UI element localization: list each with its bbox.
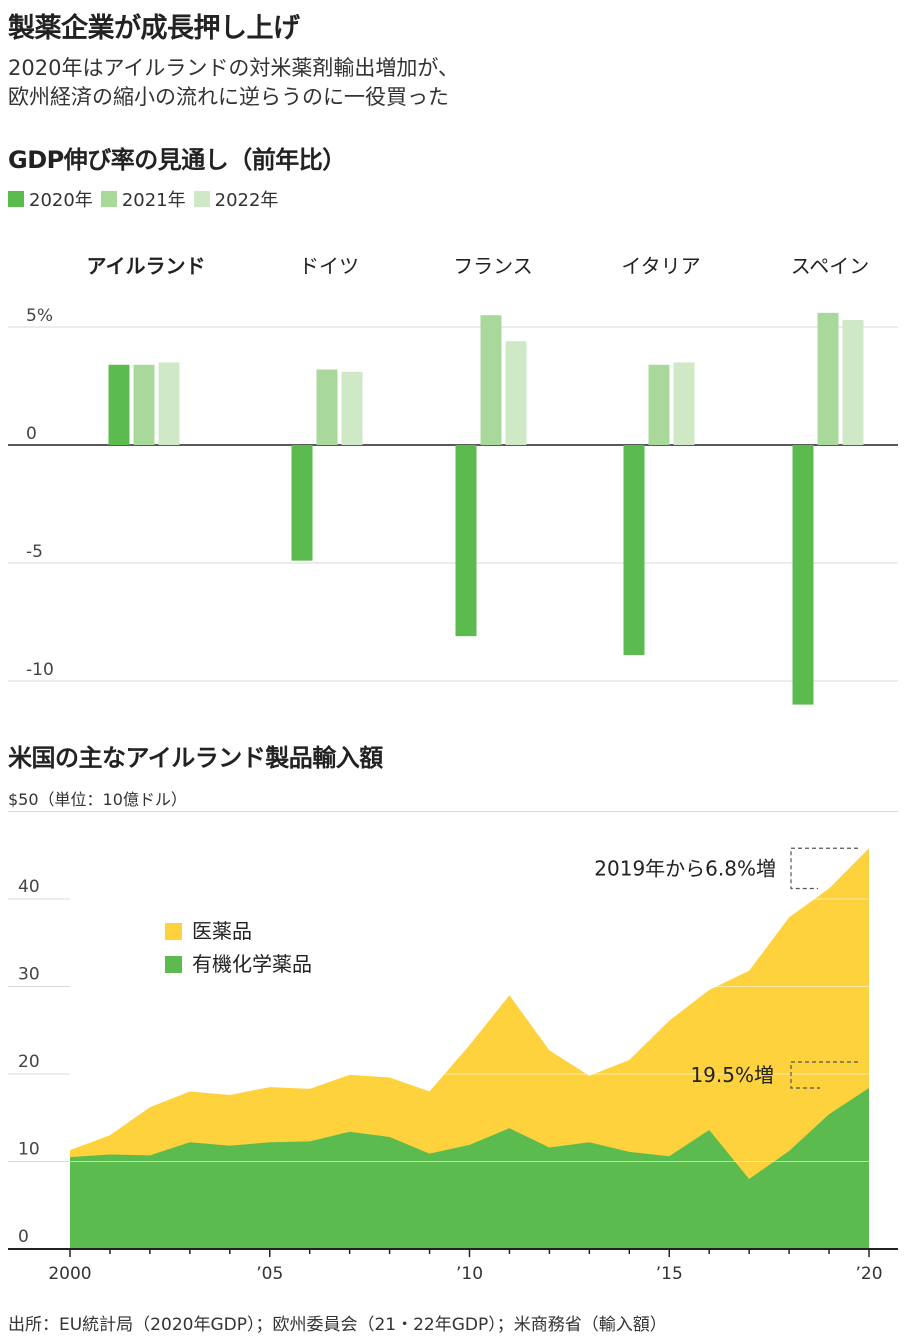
bar-2022年: [341, 371, 363, 445]
category-label: スペイン: [791, 254, 870, 278]
bar-2022年: [673, 362, 695, 445]
bar-2020年: [291, 445, 313, 561]
y-axis-label: $50（単位：10億ドル）: [8, 790, 187, 809]
legend-label-2020: 2020年: [29, 190, 93, 211]
page-subtitle: 2020年はアイルランドの対米薬剤輸出増加が、 欧州経済の縮小の流れに逆らうのに…: [8, 54, 459, 112]
subtitle-line-1: 2020年はアイルランドの対米薬剤輸出増加が、: [8, 56, 459, 80]
bar-2020年: [792, 445, 814, 705]
x-tick-label: ’10: [456, 1264, 483, 1284]
bar-2022年: [842, 319, 864, 445]
gdp-legend: 2020年 2021年 2022年: [8, 186, 286, 212]
bar-2020年: [108, 364, 130, 445]
legend-swatch-pharmaceuticals: [165, 923, 182, 940]
bar-2020年: [455, 445, 477, 637]
legend-swatch-2020: [8, 191, 24, 207]
y-tick-label: -5: [26, 542, 43, 562]
legend-label-2022: 2022年: [214, 190, 279, 211]
imports-area-chart: $50（単位：10億ドル） 40 30 20 10 0 2000 ’05 ’10 ’15 ’20 医薬…: [8, 790, 898, 1284]
x-tick-label: ’20: [855, 1264, 882, 1284]
annotation-total-growth: 2019年から6.8%増: [594, 856, 776, 880]
y-tick-label: -10: [26, 660, 54, 680]
bar-2021年: [648, 364, 670, 445]
bar-2020年: [623, 445, 645, 656]
y-tick-label: 0: [18, 1227, 29, 1247]
area-organic-chemicals: [70, 1088, 869, 1249]
legend-item-2021: 2021年: [100, 186, 186, 212]
y-tick-label: 20: [18, 1052, 40, 1072]
category-label: イタリア: [621, 254, 700, 278]
category-label: アイルランド: [87, 254, 206, 278]
bar-2022年: [505, 341, 527, 445]
category-label: ドイツ: [299, 254, 359, 278]
legend-item-2022: 2022年: [193, 186, 279, 212]
page-title: 製薬企業が成長押し上げ: [8, 13, 300, 44]
subtitle-line-2: 欧州経済の縮小の流れに逆らうのに一役買った: [8, 85, 449, 109]
legend-item-2020: 2020年: [8, 186, 93, 212]
bar-2021年: [480, 315, 502, 445]
legend-swatch-organic-chemicals: [165, 956, 182, 973]
source-note: 出所：EU統計局（2020年GDP）；欧州委員会（21・22年GDP）；米商務省…: [8, 1315, 667, 1335]
y-tick-label: 5%: [26, 306, 53, 326]
annotation-bracket-total: [790, 847, 858, 890]
legend-label-organic-chemicals: 有機化学薬品: [192, 952, 312, 976]
bar-2021年: [817, 312, 839, 445]
y-tick-label: 40: [18, 877, 40, 897]
bar-2021年: [316, 369, 338, 445]
legend-swatch-2022: [193, 191, 210, 207]
legend-swatch-2021: [100, 191, 117, 207]
gdp-bar-chart: 5% 0 -5 -10 アイルランド ドイツ フランス イタリア スペイン: [8, 254, 898, 705]
y-tick-label: 30: [18, 965, 40, 985]
gdp-chart-title: GDP伸び率の見通し（前年比）: [8, 146, 346, 174]
legend-label-2021: 2021年: [121, 190, 186, 211]
y-tick-label: 10: [18, 1140, 40, 1160]
x-tick-label: 2000: [48, 1264, 91, 1284]
y-tick-label: 0: [26, 424, 37, 444]
annotation-bracket-chemicals: [790, 1061, 858, 1089]
bar-2022年: [158, 362, 180, 445]
bar-2021年: [133, 364, 155, 445]
x-tick-label: ’05: [256, 1264, 283, 1284]
x-tick-label: ’15: [656, 1264, 683, 1284]
annotation-chemicals-growth: 19.5%増: [690, 1063, 774, 1087]
category-label: フランス: [453, 254, 533, 278]
legend-label-pharmaceuticals: 医薬品: [192, 919, 252, 943]
imports-chart-title: 米国の主なアイルランド製品輸入額: [8, 744, 383, 772]
